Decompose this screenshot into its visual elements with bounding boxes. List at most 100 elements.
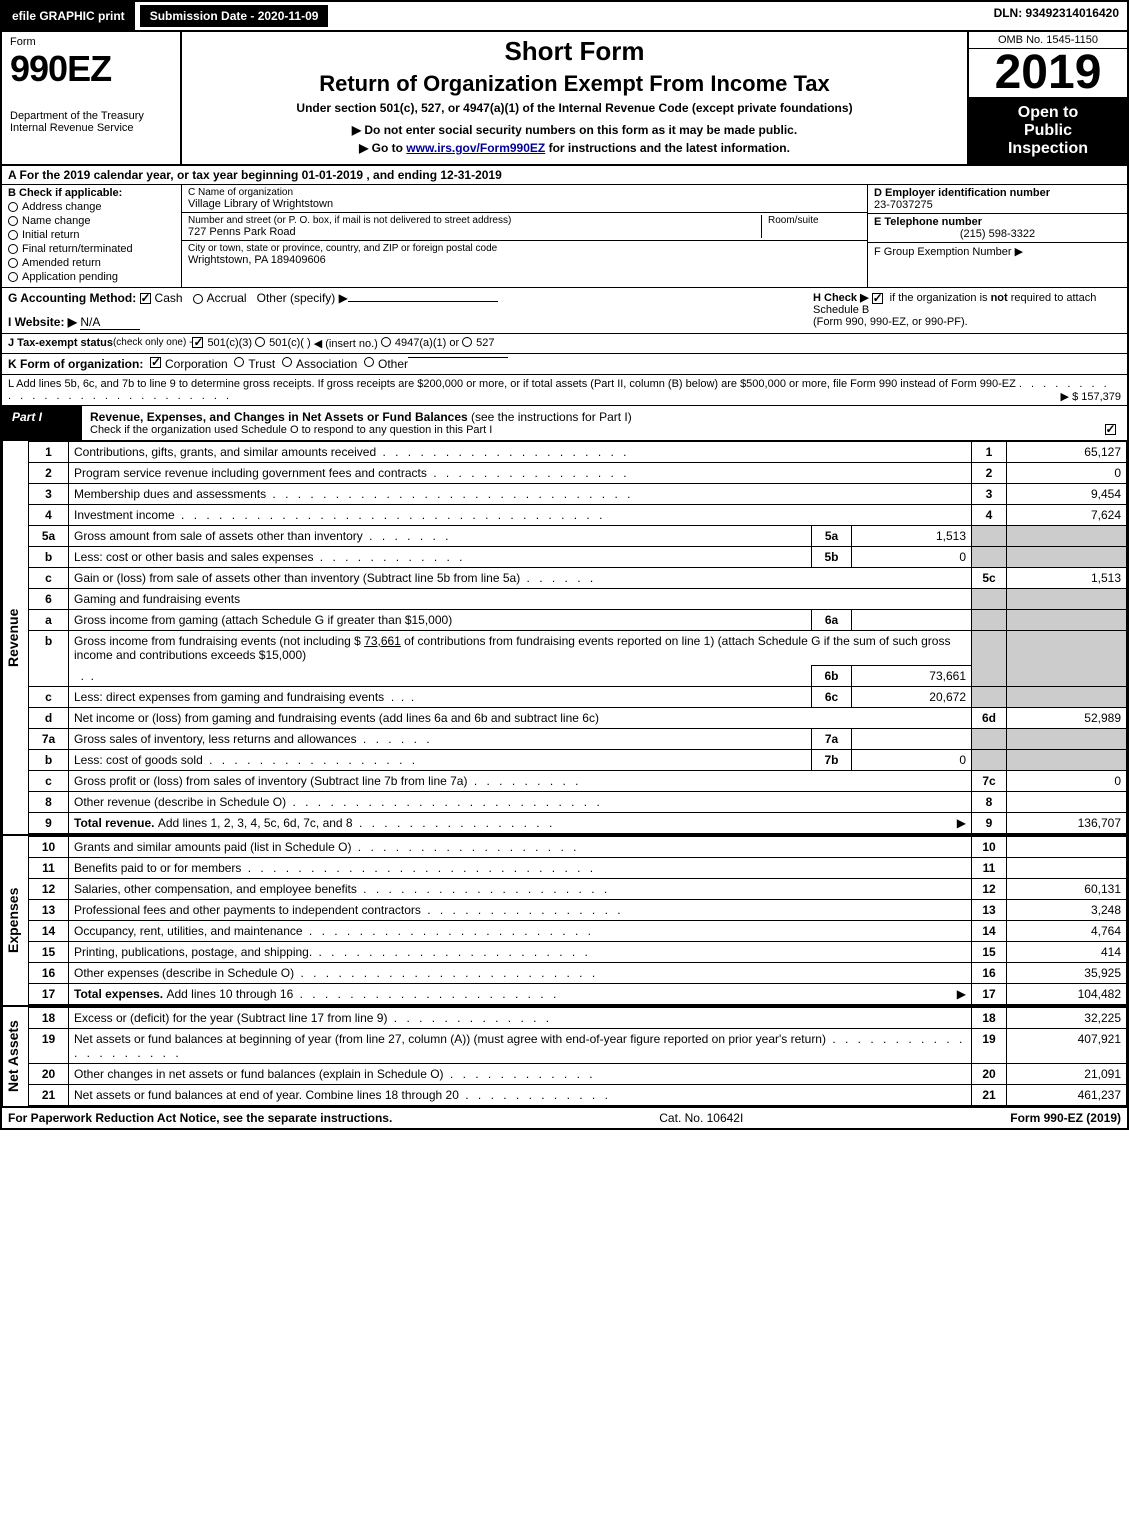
submission-date-button[interactable]: Submission Date - 2020-11-09 [138,3,331,29]
opt-accrual: Accrual [207,291,247,305]
row-h: H Check ▶ if the organization is not req… [807,288,1127,333]
row-a-tax-year: A For the 2019 calendar year, or tax yea… [2,166,1127,185]
line-4: 4Investment income . . . . . . . . . . .… [29,505,1127,526]
line-21: 21Net assets or fund balances at end of … [29,1085,1127,1106]
form-990ez-page: efile GRAPHIC print Submission Date - 20… [0,0,1129,1130]
line-7a: 7aGross sales of inventory, less returns… [29,729,1127,750]
footer-form-num: 990-EZ [1044,1111,1083,1125]
check-other-org[interactable] [364,357,374,367]
net-assets-section: Net Assets 18Excess or (deficit) for the… [2,1007,1127,1108]
room-suite: Room/suite [761,215,861,238]
line-6a: aGross income from gaming (attach Schedu… [29,610,1127,631]
check-application-pending[interactable]: Application pending [8,271,175,283]
revenue-side-label: Revenue [2,441,28,834]
open-line1: Open to [973,104,1123,122]
opt-other-org: Other [378,357,408,371]
line-5a: 5aGross amount from sale of assets other… [29,526,1127,547]
expenses-section: Expenses 10Grants and similar amounts pa… [2,836,1127,1007]
instruction-ssn: ▶ Do not enter social security numbers o… [190,123,959,137]
c-city-row: City or town, state or province, country… [182,241,867,268]
phone-label: E Telephone number [874,216,982,228]
part1-title: Revenue, Expenses, and Changes in Net As… [82,406,1097,440]
instruction-link: ▶ Go to www.irs.gov/Form990EZ for instru… [190,141,959,155]
k-label: K Form of organization: [8,357,143,371]
check-cash[interactable] [140,293,151,304]
check-501c[interactable] [255,337,265,347]
dept-treasury: Department of the Treasury [10,110,172,122]
footer-left: For Paperwork Reduction Act Notice, see … [8,1111,392,1125]
check-accrual[interactable] [193,294,203,304]
line-20: 20Other changes in net assets or fund ba… [29,1064,1127,1085]
line-13: 13Professional fees and other payments t… [29,900,1127,921]
6b-inline-amt: 73,661 [364,634,401,648]
other-specify-input[interactable] [348,301,498,302]
group-exemption-label: F Group Exemption Number ▶ [874,246,1023,258]
opt-other: Other (specify) ▶ [257,291,348,305]
c-org-name-row: C Name of organization Village Library o… [182,185,867,213]
column-b: B Check if applicable: Address change Na… [2,185,182,287]
efile-print-button[interactable]: efile GRAPHIC print [2,2,137,30]
instruct-post: for instructions and the latest informat… [545,141,790,155]
check-4947[interactable] [381,337,391,347]
check-trust[interactable] [234,357,244,367]
l17-desc2: Add lines 10 through 16 [166,987,293,1001]
line-9: 9Total revenue. Add lines 1, 2, 3, 4, 5c… [29,813,1127,834]
check-amended-return[interactable]: Amended return [8,257,175,269]
org-name-label: C Name of organization [188,187,861,198]
ein-value: 23-7037275 [874,199,933,211]
expenses-side-label: Expenses [2,836,28,1005]
header-right: OMB No. 1545-1150 2019 Open to Public In… [967,32,1127,164]
irs-link[interactable]: www.irs.gov/Form990EZ [406,141,545,155]
column-d: D Employer identification number 23-7037… [867,185,1127,287]
part1-title-note: (see the instructions for Part I) [468,410,632,424]
row-k: K Form of organization: Corporation Trus… [2,354,1127,375]
b-title: B Check if applicable: [8,187,122,199]
check-name-change[interactable]: Name change [8,215,175,227]
under-section: Under section 501(c), 527, or 4947(a)(1)… [190,101,959,115]
6b-pre: Gross income from fundraising events (no… [74,634,364,648]
line-5c: cGain or (loss) from sale of assets othe… [29,568,1127,589]
check-initial-return[interactable]: Initial return [8,229,175,241]
line-6c: cLess: direct expenses from gaming and f… [29,687,1127,708]
line-7c: cGross profit or (loss) from sales of in… [29,771,1127,792]
line-14: 14Occupancy, rent, utilities, and mainte… [29,921,1127,942]
other-org-input[interactable] [408,357,508,358]
check-schedule-b[interactable] [872,293,883,304]
line-5b: bLess: cost or other basis and sales exp… [29,547,1127,568]
row-j: J Tax-exempt status (check only one) - 5… [2,334,1127,354]
opt-trust: Trust [248,357,275,371]
j-label: J Tax-exempt status [8,337,113,349]
line-8: 8Other revenue (describe in Schedule O) … [29,792,1127,813]
row-gh: G Accounting Method: Cash Accrual Other … [2,288,1127,334]
footer-right: Form 990-EZ (2019) [1010,1111,1121,1125]
form-number: 990EZ [10,48,172,90]
net-assets-table: 18Excess or (deficit) for the year (Subt… [28,1007,1127,1106]
line-11: 11Benefits paid to or for members . . . … [29,858,1127,879]
line-6b-sub: . .6b73,661 [29,666,1127,687]
c-street-row: Number and street (or P. O. box, if mail… [182,213,867,241]
org-name: Village Library of Wrightstown [188,198,861,210]
revenue-section: Revenue 1Contributions, gifts, grants, a… [2,441,1127,836]
line-16: 16Other expenses (describe in Schedule O… [29,963,1127,984]
part1-subtitle: Check if the organization used Schedule … [90,424,1089,436]
l9-desc2: Add lines 1, 2, 3, 4, 5c, 6d, 7c, and 8 [158,816,353,830]
instruct-pre: ▶ Go to [359,141,406,155]
opt-4947: 4947(a)(1) or [395,337,459,349]
check-501c3[interactable] [192,337,203,348]
l-text: L Add lines 5b, 6c, and 7b to line 9 to … [8,378,1016,390]
footer-cat-no: Cat. No. 10642I [392,1111,1010,1125]
part1-checkbox[interactable] [1097,406,1127,440]
check-address-change[interactable]: Address change [8,201,175,213]
short-form-title: Short Form [190,36,959,67]
check-corporation[interactable] [150,357,161,368]
check-527[interactable] [462,337,472,347]
h-label: H Check ▶ [813,292,869,304]
check-final-return[interactable]: Final return/terminated [8,243,175,255]
l-amount: ▶ $ 157,379 [1061,390,1121,403]
form-label: Form [10,36,172,48]
check-association[interactable] [282,357,292,367]
form-header: Form 990EZ Department of the Treasury In… [2,32,1127,166]
open-public-badge: Open to Public Inspection [969,98,1127,164]
line-10: 10Grants and similar amounts paid (list … [29,837,1127,858]
line-12: 12Salaries, other compensation, and empl… [29,879,1127,900]
